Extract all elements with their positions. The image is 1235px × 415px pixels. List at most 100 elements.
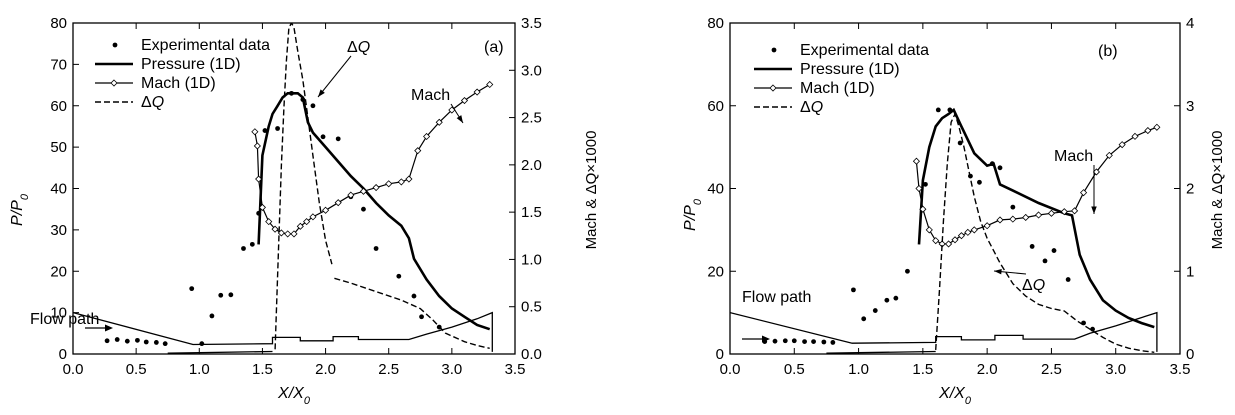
legend-marker-experimental xyxy=(112,42,118,48)
y-right-tick-label: 2.0 xyxy=(521,157,542,174)
data-point xyxy=(997,165,1003,171)
x-tick-label: 0.0 xyxy=(63,361,84,378)
panel-a: 0.0 0.5 1.0 1.5 2.0 2.5 3.0 3.5 0 10 20 30 40 50 60 70 8… xyxy=(9,15,600,407)
y-tick-label: 30 xyxy=(50,222,67,239)
dq-line xyxy=(334,277,490,349)
mach-marker xyxy=(1071,207,1079,215)
mach-marker xyxy=(284,230,292,238)
dq-line xyxy=(935,112,1155,353)
mach-marker xyxy=(925,226,933,234)
x-tick-label: 3.0 xyxy=(441,361,462,378)
mach-marker xyxy=(271,225,279,233)
mach-marker xyxy=(258,203,266,211)
x-tick-label: 1.5 xyxy=(912,361,933,378)
flow-path-line xyxy=(73,311,493,352)
data-point xyxy=(114,337,120,342)
data-point xyxy=(104,338,110,344)
annotation-flow-path: Flow path xyxy=(30,311,99,328)
y-right-tick-label: 2 xyxy=(1186,181,1194,198)
y-tick-label: 60 xyxy=(50,98,67,115)
mach-marker xyxy=(1009,215,1017,223)
data-point xyxy=(124,338,130,344)
mach-marker xyxy=(964,228,972,236)
data-point xyxy=(361,206,366,212)
y-tick-label: 50 xyxy=(50,139,67,156)
mach-marker xyxy=(296,222,304,230)
y-right-axis-label: Mach & ΔQ×1000 xyxy=(583,131,600,250)
data-point xyxy=(830,340,836,345)
legend-label: Experimental data xyxy=(800,42,929,59)
data-point xyxy=(884,297,890,303)
data-point xyxy=(396,273,402,279)
x-tick-label: 1.0 xyxy=(848,361,869,378)
y-right-tick-label: 3.0 xyxy=(521,62,542,79)
annotation-mach: Mach xyxy=(411,87,450,104)
flow-arrow-head xyxy=(105,324,113,332)
y-tick-label: 60 xyxy=(707,98,724,115)
annotation-dq-arrow xyxy=(317,55,352,98)
mach-marker xyxy=(1153,123,1161,131)
data-point xyxy=(782,338,788,344)
mach-marker xyxy=(253,142,261,150)
mach-marker xyxy=(945,240,953,248)
data-point xyxy=(320,134,326,140)
mach-marker xyxy=(414,147,422,155)
data-point xyxy=(977,179,982,185)
x-tick-label: 2.0 xyxy=(977,361,998,378)
mach-marker xyxy=(1047,209,1055,217)
y-axis-label: P/P0 xyxy=(682,198,704,231)
legend-marker-mach-diamond xyxy=(110,79,118,87)
mach-marker xyxy=(1118,141,1126,149)
mach-marker xyxy=(919,205,927,213)
data-point xyxy=(1010,204,1016,210)
data-point xyxy=(275,126,280,131)
annotation-mach-arrowhead xyxy=(456,115,463,123)
mach-marker xyxy=(265,218,273,226)
mach-marker xyxy=(473,88,481,96)
mach-marker xyxy=(405,175,413,183)
x-tick-label: 1.5 xyxy=(252,361,273,378)
data-point xyxy=(419,314,424,320)
y-right-tick-label: 3.5 xyxy=(521,15,542,32)
data-point xyxy=(1065,277,1071,282)
x-tick-label: 2.5 xyxy=(1041,361,1062,378)
mach-marker xyxy=(996,216,1004,224)
pressure-line xyxy=(257,92,491,331)
legend: Experimental data Pressure (1D) Mach (1D) Δ… xyxy=(95,37,270,111)
mach-marker xyxy=(1022,213,1030,222)
mach-marker xyxy=(1035,211,1043,219)
data-point xyxy=(335,136,341,142)
annotation-dq: ΔQ xyxy=(1022,277,1045,294)
plot-area xyxy=(73,23,494,354)
x-axis-label: X/X0 xyxy=(277,385,311,407)
legend-label: ΔQ xyxy=(800,99,823,116)
x-tick-label: 0.0 xyxy=(720,361,741,378)
x-axis-label: X/X0 xyxy=(938,385,972,407)
mach-marker xyxy=(1105,151,1113,159)
data-point xyxy=(199,341,205,347)
mach-marker xyxy=(334,199,342,207)
flow-path-line xyxy=(730,311,1158,352)
y-tick-label: 0 xyxy=(59,346,67,363)
x-tick-label: 0.5 xyxy=(784,361,805,378)
y-tick-label: 40 xyxy=(50,181,67,198)
legend-marker-mach-diamond xyxy=(769,84,777,92)
data-point xyxy=(861,316,867,322)
data-point xyxy=(373,246,379,251)
data-point xyxy=(821,339,827,345)
annotation-mach-arrowhead xyxy=(1091,206,1097,214)
flow-path-line xyxy=(826,350,936,354)
data-point xyxy=(310,103,316,109)
y-right-tick-label: 1 xyxy=(1186,263,1194,280)
dq-line xyxy=(274,23,333,350)
mach-marker xyxy=(460,96,469,105)
x-tick-label: 3.5 xyxy=(1170,361,1191,378)
y-tick-label: 20 xyxy=(50,263,67,280)
mach-marker xyxy=(359,187,368,195)
y-tick-label: 20 xyxy=(707,263,724,280)
mach-marker xyxy=(290,230,298,238)
data-point xyxy=(935,107,941,113)
panel-label: (a) xyxy=(484,39,504,56)
data-point xyxy=(872,308,878,313)
